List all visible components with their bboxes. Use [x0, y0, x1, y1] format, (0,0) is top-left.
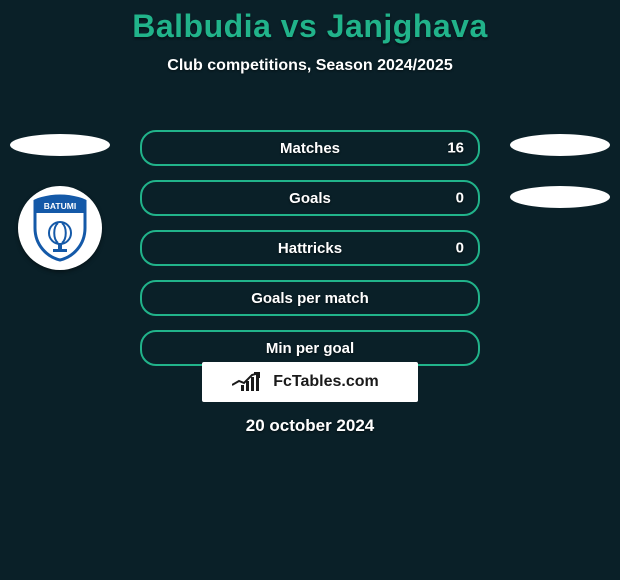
stat-label: Hattricks [278, 240, 342, 257]
avatar-placeholder-right [510, 134, 610, 156]
stat-right-value: 0 [456, 240, 464, 257]
page-subtitle: Club competitions, Season 2024/2025 [0, 57, 620, 75]
trend-line-icon [232, 372, 260, 386]
avatar-placeholder-left [10, 134, 110, 156]
club-badge-left: BATUMI [18, 186, 102, 270]
stat-row-goals-per-match: Goals per match [140, 280, 480, 316]
page-title: Balbudia vs Janjghava [0, 8, 620, 45]
stat-label: Matches [280, 140, 340, 157]
stat-label: Goals per match [251, 290, 369, 307]
stat-label: Min per goal [266, 340, 354, 357]
stat-row-min-per-goal: Min per goal [140, 330, 480, 366]
comparison-widget: Balbudia vs Janjghava Club competitions,… [0, 8, 620, 580]
club-badge-text: BATUMI [44, 201, 76, 211]
stat-right-value: 0 [456, 190, 464, 207]
stats-list: Matches 16 Goals 0 Hattricks 0 Goals per… [140, 130, 480, 380]
avatar-placeholder-right-2 [510, 186, 610, 208]
branding-text: FcTables.com [273, 373, 379, 391]
stat-row-hattricks: Hattricks 0 [140, 230, 480, 266]
shield-icon: BATUMI [25, 193, 95, 263]
branding-box[interactable]: FcTables.com [202, 362, 418, 402]
stat-row-matches: Matches 16 [140, 130, 480, 166]
stat-label: Goals [289, 190, 331, 207]
snapshot-date: 20 october 2024 [0, 416, 620, 436]
stat-row-goals: Goals 0 [140, 180, 480, 216]
stat-right-value: 16 [447, 140, 464, 157]
